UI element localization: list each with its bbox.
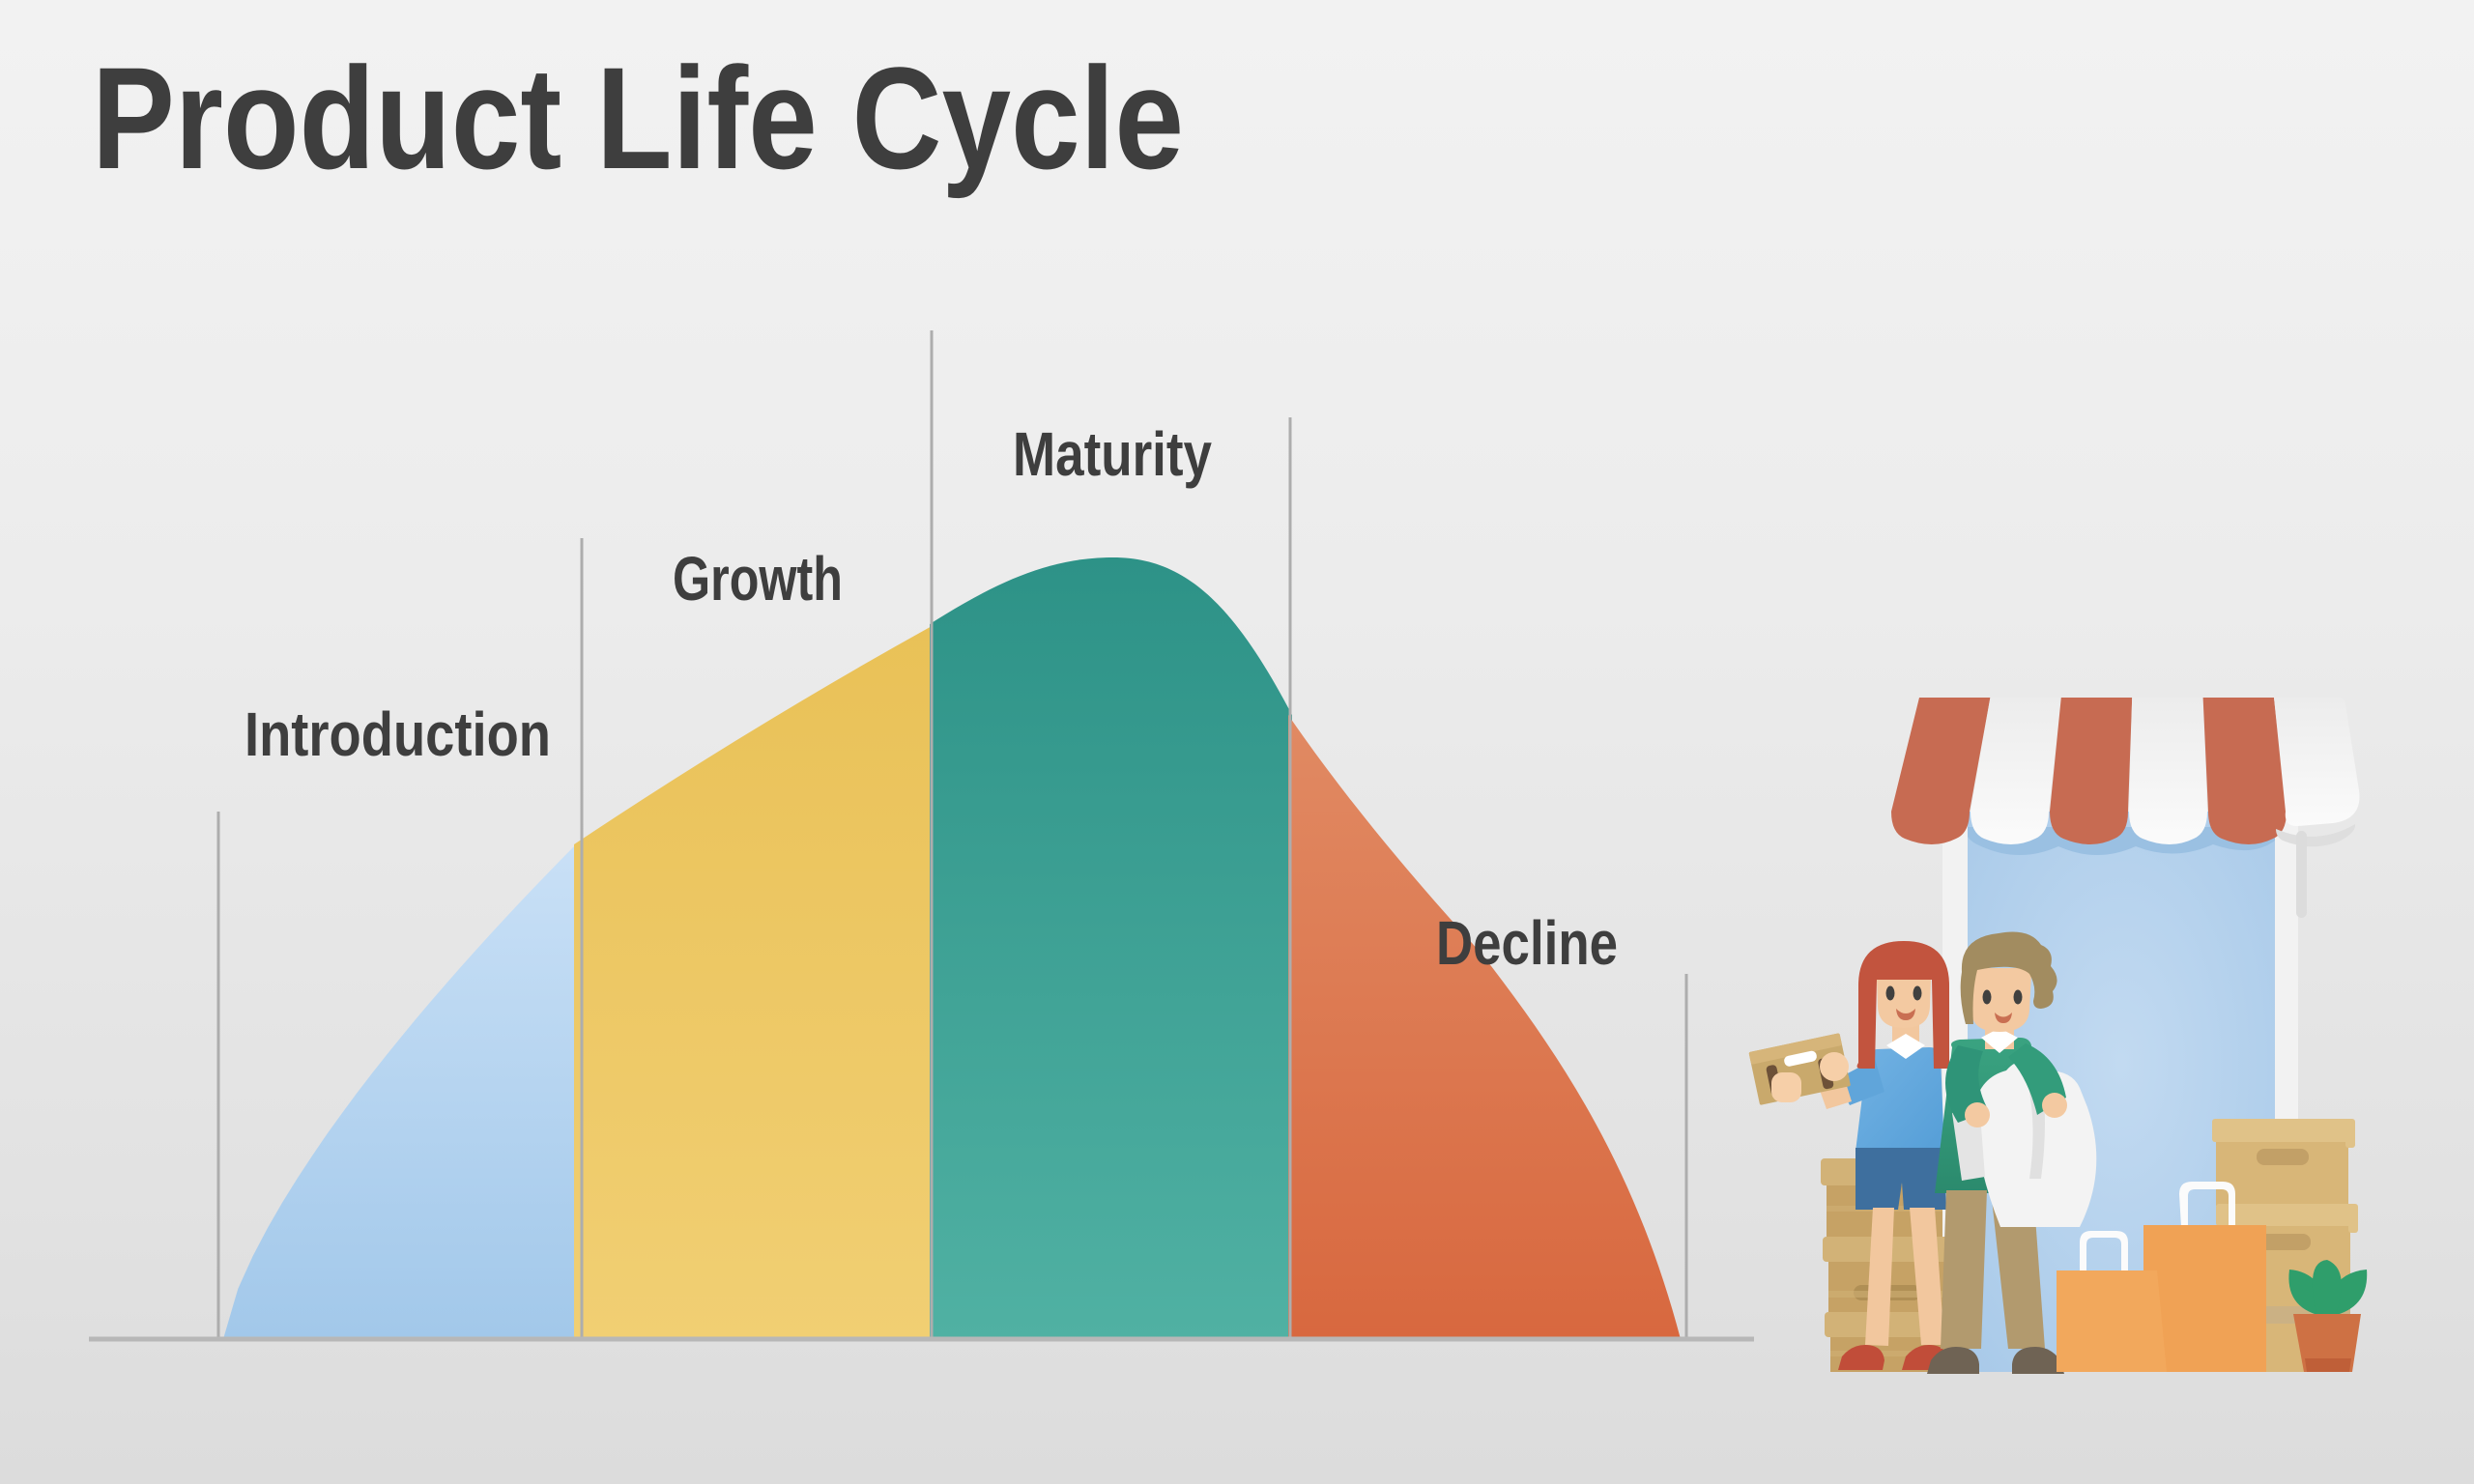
- svg-text:Introduction: Introduction: [245, 699, 551, 769]
- svg-text:Decline: Decline: [1436, 908, 1618, 978]
- svg-text:Product Life Cycle: Product Life Cycle: [92, 37, 1184, 199]
- svg-text:Maturity: Maturity: [1013, 419, 1212, 489]
- svg-text:Growth: Growth: [673, 544, 843, 614]
